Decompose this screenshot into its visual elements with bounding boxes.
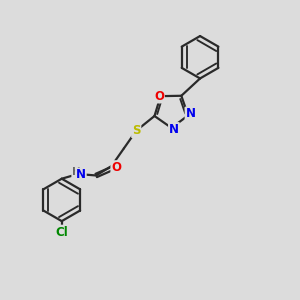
Text: Cl: Cl [56,226,68,238]
Text: N: N [185,107,196,120]
Text: O: O [111,161,121,174]
Text: O: O [154,90,164,103]
Text: N: N [169,123,179,136]
Text: N: N [76,168,86,182]
Text: H: H [72,167,81,177]
Text: S: S [132,124,140,137]
